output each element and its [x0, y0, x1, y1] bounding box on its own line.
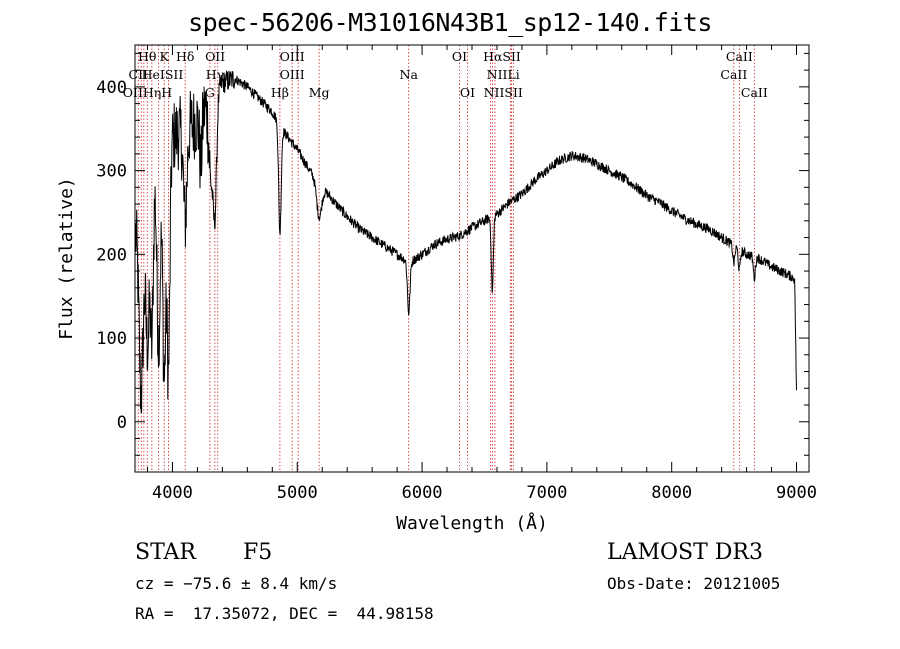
- line-marker-label: OII: [205, 49, 225, 64]
- x-tick-label: 6000: [402, 483, 443, 503]
- axis-ticks: 4000 5000 6000 7000 8000 9000 0 100 200 300 400: [96, 45, 817, 503]
- line-marker-label: Hδ: [176, 49, 194, 64]
- survey-label: LAMOST DR3: [607, 540, 763, 565]
- line-marker-label: CII: [129, 67, 149, 82]
- spectrum-line: [135, 70, 797, 414]
- line-marker-label: NIILi: [487, 67, 520, 82]
- x-axis-label: Wavelength (Å): [396, 512, 548, 534]
- line-marker-label: OIII: [280, 49, 305, 64]
- plot-frame: [134, 44, 810, 473]
- subclass-label: F5: [243, 540, 273, 565]
- x-tick-label: 8000: [651, 483, 692, 503]
- line-marker-label: CaII: [720, 67, 747, 82]
- x-tick-label: 9000: [776, 483, 817, 503]
- y-tick-label: 100: [96, 329, 127, 349]
- x-tick-label: 7000: [526, 483, 567, 503]
- cz-value: cz = −75.6 ± 8.4 km/s: [135, 574, 338, 593]
- ra-dec: RA = 17.35072, DEC = 44.98158: [135, 604, 434, 623]
- line-marker-label: G: [205, 85, 215, 100]
- y-tick-label: 300: [96, 162, 127, 182]
- class-label: STAR: [135, 540, 196, 565]
- line-marker-label: K: [160, 49, 170, 64]
- line-marker-label: Hγ: [206, 67, 224, 82]
- line-marker-label: Hβ: [271, 85, 289, 100]
- y-tick-label: 0: [117, 413, 127, 433]
- obs-date: Obs-Date: 20121005: [607, 574, 781, 593]
- x-tick-label: 5000: [277, 483, 318, 503]
- line-marker-label: Mg: [309, 85, 330, 100]
- line-marker-label: HαSII: [483, 49, 521, 64]
- line-marker-label: Hθ: [138, 49, 156, 64]
- y-tick-label: 400: [96, 78, 127, 98]
- y-axis-label: Flux (relative): [56, 177, 77, 340]
- x-tick-label: 4000: [152, 483, 193, 503]
- line-marker-label: HeISII: [142, 67, 184, 82]
- line-marker-label: OIIHηH: [123, 85, 173, 100]
- y-tick-label: 200: [96, 245, 127, 265]
- line-marker-label: OIII: [280, 67, 305, 82]
- line-marker-label: OI: [460, 85, 475, 100]
- line-marker-lines: [137, 45, 755, 472]
- line-marker-label: NIISII: [484, 85, 523, 100]
- line-marker-label: Na: [400, 67, 419, 82]
- line-marker-label: CaII: [741, 85, 768, 100]
- chart-title: spec-56206-M31016N43B1_sp12-140.fits: [188, 8, 712, 37]
- line-marker-label: CaII: [726, 49, 753, 64]
- line-marker-label: OI: [452, 49, 467, 64]
